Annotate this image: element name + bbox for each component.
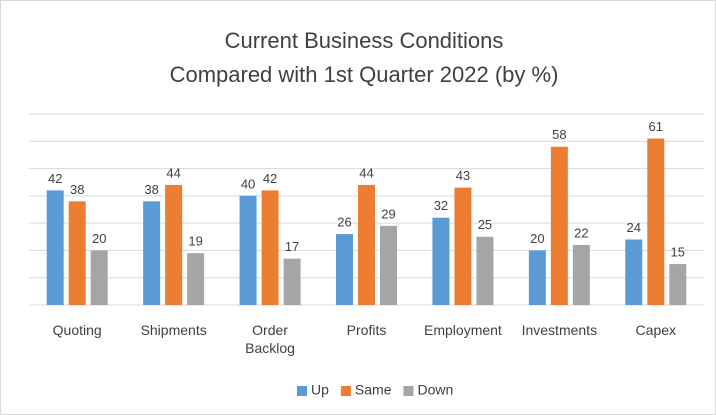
- data-label: 25: [478, 217, 492, 232]
- x-tick-label: Shipments: [140, 322, 207, 338]
- bar: [187, 253, 205, 305]
- bar: [239, 195, 257, 305]
- bar: [647, 138, 665, 305]
- data-label: 42: [48, 171, 62, 186]
- legend-label: Same: [355, 382, 392, 398]
- data-label: 29: [381, 206, 395, 221]
- data-label: 20: [92, 231, 106, 246]
- bar: [283, 258, 301, 305]
- bar: [143, 201, 161, 305]
- x-tick-label: Capex: [635, 322, 677, 338]
- bar: [358, 184, 375, 305]
- bar: [165, 184, 183, 305]
- data-label: 38: [70, 182, 84, 197]
- legend-swatch: [403, 386, 414, 396]
- x-tick-label: Quoting: [52, 322, 102, 338]
- data-label: 17: [285, 239, 299, 254]
- bar: [572, 244, 590, 305]
- data-label: 61: [649, 119, 663, 134]
- chart-title: Compared with 1st Quarter 2022 (by %): [170, 62, 559, 87]
- x-tick-label: Investments: [521, 322, 598, 338]
- bar: [528, 250, 546, 305]
- data-label: 44: [359, 165, 373, 180]
- bar: [550, 146, 568, 305]
- legend-label: Down: [417, 382, 453, 398]
- bar: [261, 190, 279, 305]
- data-label: 32: [434, 198, 448, 213]
- x-tick-label: Profits: [346, 322, 387, 338]
- data-label: 22: [574, 225, 588, 240]
- data-label: 20: [530, 231, 544, 246]
- data-label: 58: [552, 127, 566, 142]
- data-label: 26: [337, 214, 351, 229]
- legend-swatch: [340, 386, 351, 396]
- data-label: 15: [671, 245, 685, 260]
- chart-title: Current Business Conditions: [225, 28, 504, 53]
- bar: [90, 250, 108, 305]
- bar: [68, 201, 86, 305]
- bar: [476, 236, 494, 305]
- x-tick-label: Order Backlog: [245, 322, 295, 356]
- bar: [669, 264, 687, 305]
- bar: [625, 239, 643, 305]
- legend-label: Up: [311, 382, 329, 398]
- data-label: 19: [188, 234, 202, 249]
- bar: [432, 217, 450, 305]
- data-label: 44: [166, 165, 180, 180]
- bar: [336, 234, 353, 305]
- bar: [380, 225, 397, 305]
- data-label: 38: [144, 182, 158, 197]
- bar: [46, 190, 64, 305]
- data-label: 24: [627, 220, 641, 235]
- data-label: 40: [241, 176, 255, 191]
- data-label: 42: [263, 171, 277, 186]
- legend-swatch: [297, 386, 307, 396]
- bar: [454, 187, 472, 305]
- data-label: 43: [456, 168, 470, 183]
- x-tick-label: Employment: [424, 322, 502, 338]
